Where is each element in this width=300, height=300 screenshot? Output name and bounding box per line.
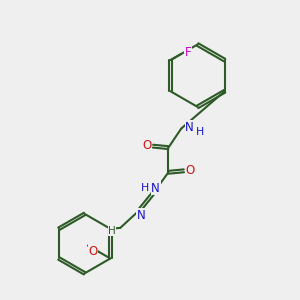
Text: O: O (142, 139, 152, 152)
Text: O: O (88, 245, 98, 258)
Text: H: H (108, 226, 116, 236)
Text: N: N (136, 209, 145, 222)
Text: F: F (184, 46, 191, 59)
Text: H: H (141, 183, 149, 193)
Text: N: N (151, 182, 160, 194)
Text: H: H (196, 128, 204, 137)
Text: O: O (185, 164, 194, 177)
Text: N: N (185, 121, 194, 134)
